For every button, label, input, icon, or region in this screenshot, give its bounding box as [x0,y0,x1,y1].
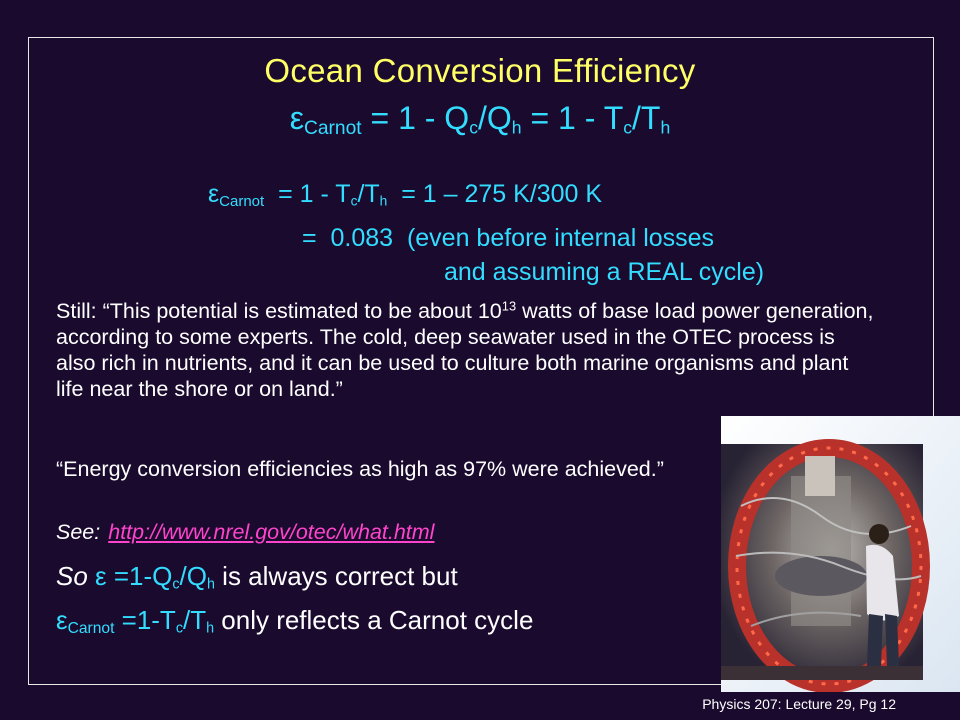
see-reference: See: http://www.nrel.gov/otec/what.html [56,520,434,545]
otec-photo-illustration [721,416,960,692]
result-line-2: and assuming a REAL cycle) [444,258,765,286]
see-label: See: [56,520,101,544]
carnot-cycle-statement: εCarnot =1-Tc/Th only reflects a Carnot … [56,605,534,637]
general-efficiency-statement: So ε =1-Qc/Qh is always correct but [56,561,458,593]
slide-title: Ocean Conversion Efficiency [264,52,696,89]
carnot-efficiency-equation: εCarnot = 1 - Qc/Qh = 1 - Tc/Th [289,100,671,139]
nrel-link[interactable]: http://www.nrel.gov/otec/what.html [108,520,435,544]
numeric-efficiency-equation: εCarnot = 1 - Tc/Th = 1 – 275 K/300 K [208,180,603,210]
slide-footer: Physics 207: Lecture 29, Pg 12 [702,696,896,712]
still-quote-paragraph: Still: “This potential is estimated to b… [56,298,874,401]
slide-frame [28,37,934,685]
efficiency-quote: “Energy conversion efficiencies as high … [56,457,664,481]
result-line-1: = 0.083 (even before internal losses [302,224,715,252]
otec-apparatus-photo [721,416,960,692]
